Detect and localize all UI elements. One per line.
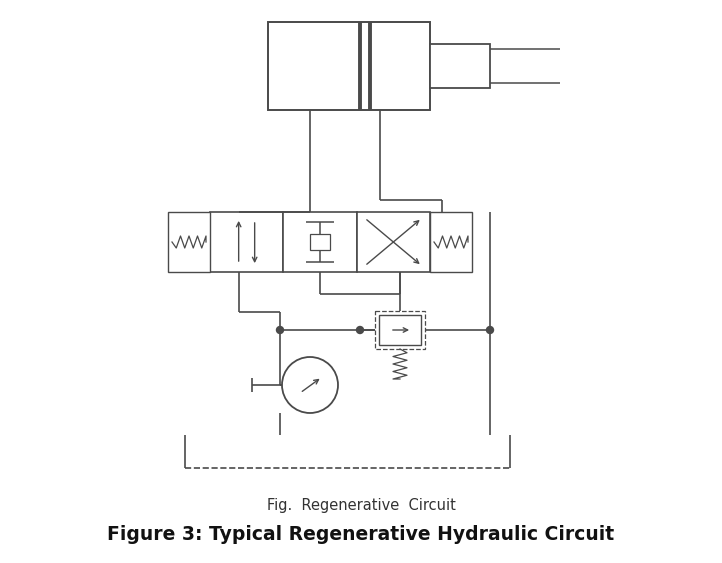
Bar xyxy=(268,22,430,110)
Bar xyxy=(430,212,472,272)
Bar xyxy=(430,44,490,88)
Text: Fig.  Regenerative  Circuit: Fig. Regenerative Circuit xyxy=(266,498,456,513)
Bar xyxy=(210,212,283,272)
Bar xyxy=(379,315,421,345)
Circle shape xyxy=(282,357,338,413)
Circle shape xyxy=(487,327,494,333)
Bar xyxy=(357,212,430,272)
Bar xyxy=(375,311,425,349)
Bar xyxy=(310,234,330,250)
Circle shape xyxy=(277,327,284,333)
Bar xyxy=(168,212,210,272)
Circle shape xyxy=(357,327,363,333)
Bar xyxy=(283,212,357,272)
Text: Figure 3: Typical Regenerative Hydraulic Circuit: Figure 3: Typical Regenerative Hydraulic… xyxy=(108,525,614,544)
